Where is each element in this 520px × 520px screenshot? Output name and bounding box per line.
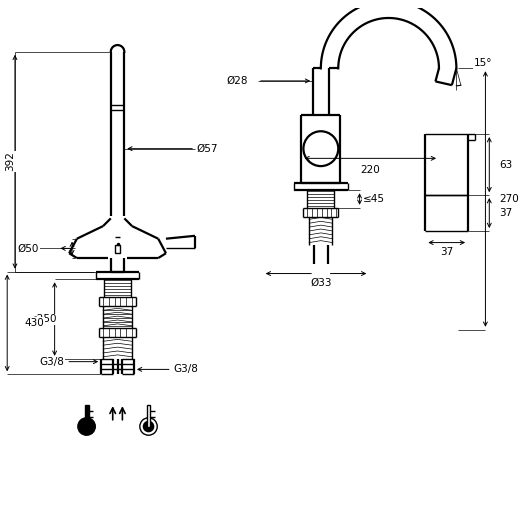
Bar xyxy=(85,405,88,426)
Text: G3/8: G3/8 xyxy=(40,357,64,367)
Circle shape xyxy=(142,421,154,432)
Text: 37: 37 xyxy=(440,247,453,257)
Text: 63: 63 xyxy=(499,160,512,170)
Text: 270: 270 xyxy=(499,194,519,204)
Bar xyxy=(147,405,150,426)
Text: Ø57: Ø57 xyxy=(197,144,218,154)
Text: Ø28: Ø28 xyxy=(227,76,248,86)
Text: ≤250: ≤250 xyxy=(29,314,57,324)
Text: Ø33: Ø33 xyxy=(310,278,332,288)
Text: 392: 392 xyxy=(5,151,15,171)
Text: 15°: 15° xyxy=(474,58,492,69)
Circle shape xyxy=(78,418,95,435)
Circle shape xyxy=(140,418,157,435)
Text: Ø50: Ø50 xyxy=(18,243,39,253)
Circle shape xyxy=(304,131,339,166)
Text: ≤45: ≤45 xyxy=(362,194,384,204)
Text: 220: 220 xyxy=(360,165,380,175)
Text: 37: 37 xyxy=(499,208,512,218)
Bar xyxy=(115,244,120,253)
Text: 430: 430 xyxy=(24,318,44,328)
Text: G3/8: G3/8 xyxy=(174,365,199,374)
